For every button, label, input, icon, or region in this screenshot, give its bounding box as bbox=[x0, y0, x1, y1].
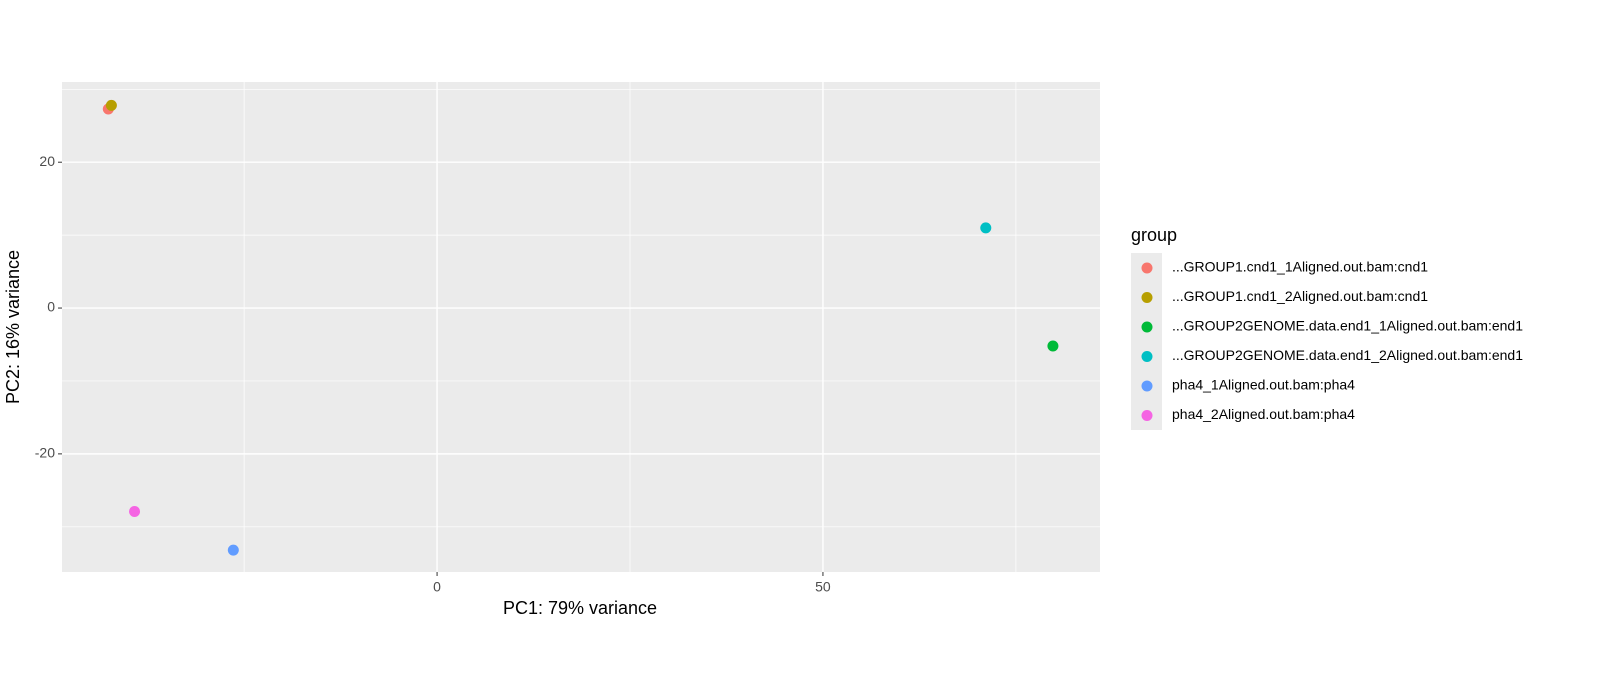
legend-label: ...GROUP1.cnd1_2Aligned.out.bam:cnd1 bbox=[1172, 288, 1428, 304]
legend-label: ...GROUP2GENOME.data.end1_2Aligned.out.b… bbox=[1172, 347, 1523, 363]
grid bbox=[62, 82, 1100, 572]
legend-key bbox=[1141, 351, 1153, 362]
y-tick-label: 0 bbox=[47, 299, 55, 315]
legend-key bbox=[1141, 380, 1153, 392]
legend-label: pha4_2Aligned.out.bam:pha4 bbox=[1172, 406, 1355, 422]
x-tick-label: 0 bbox=[433, 579, 441, 595]
point bbox=[105, 99, 117, 111]
legend-title: group bbox=[1131, 225, 1177, 245]
legend-key bbox=[1141, 410, 1153, 421]
point bbox=[227, 544, 239, 556]
legend-key bbox=[1141, 321, 1153, 333]
legend-key bbox=[1141, 292, 1153, 303]
y-tick-label: 20 bbox=[39, 153, 55, 169]
legend-label: ...GROUP2GENOME.data.end1_1Aligned.out.b… bbox=[1172, 318, 1523, 334]
point bbox=[1047, 340, 1059, 352]
legend-label: ...GROUP1.cnd1_1Aligned.out.bam:cnd1 bbox=[1172, 259, 1428, 275]
legend-key-background bbox=[1131, 253, 1162, 430]
x-axis-label: PC1: 79% variance bbox=[503, 598, 657, 618]
panel bbox=[62, 82, 1100, 572]
legend-label: pha4_1Aligned.out.bam:pha4 bbox=[1172, 377, 1355, 393]
point bbox=[980, 222, 992, 234]
legend-key bbox=[1141, 262, 1153, 274]
legend: group ...GROUP1.cnd1_1Aligned.out.bam:cn… bbox=[1131, 225, 1523, 430]
x-tick-label: 50 bbox=[815, 579, 831, 595]
y-tick-label: -20 bbox=[35, 445, 55, 461]
points bbox=[102, 99, 1059, 556]
y-axis-label: PC2: 16% variance bbox=[3, 250, 23, 404]
point bbox=[129, 505, 141, 517]
